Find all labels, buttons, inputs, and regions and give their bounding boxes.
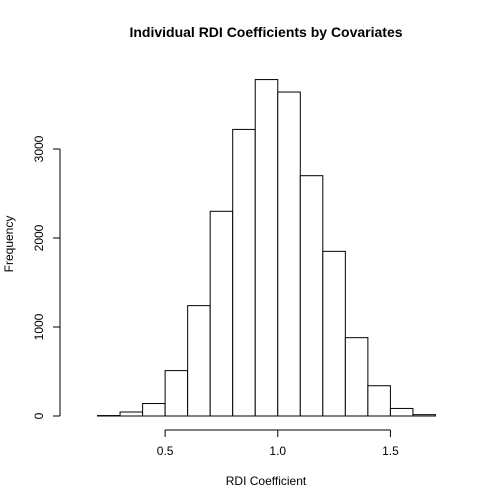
x-tick-label-1: 1.0 bbox=[269, 444, 286, 458]
histogram-bar-7 bbox=[254, 79, 279, 417]
x-axis: 0.5 1.0 1.5 bbox=[157, 429, 399, 458]
histogram-bar-11 bbox=[344, 337, 369, 417]
histogram-bar-14 bbox=[412, 414, 436, 417]
y-tick-label-2: 2000 bbox=[32, 224, 46, 251]
histogram-bar-8 bbox=[277, 91, 301, 417]
y-tick-label-3: 3000 bbox=[32, 135, 46, 162]
x-tick-label-2: 1.5 bbox=[382, 444, 399, 458]
y-axis-label: Frequency bbox=[2, 216, 16, 273]
histogram-bar-10 bbox=[322, 250, 346, 417]
chart-title: Individual RDI Coefficients by Covariate… bbox=[129, 24, 402, 40]
y-tick-label-0: 0 bbox=[32, 412, 46, 419]
histogram-bar-13 bbox=[389, 407, 414, 417]
x-axis-label: RDI Coefficient bbox=[226, 474, 307, 488]
histogram-bar-3 bbox=[164, 370, 189, 417]
histogram-bar-4 bbox=[187, 305, 211, 417]
histogram-bar-5 bbox=[209, 210, 234, 417]
histogram-bar-2 bbox=[142, 403, 166, 417]
histogram-bar-9 bbox=[299, 175, 324, 417]
y-axis: 0 1000 2000 3000 bbox=[32, 135, 61, 419]
y-tick-label-1: 1000 bbox=[32, 313, 46, 340]
histogram-bar-6 bbox=[232, 128, 256, 417]
bars bbox=[97, 79, 436, 417]
histogram-bar-1 bbox=[119, 411, 144, 417]
x-tick-label-0: 0.5 bbox=[157, 444, 174, 458]
histogram-bar-12 bbox=[367, 385, 391, 417]
